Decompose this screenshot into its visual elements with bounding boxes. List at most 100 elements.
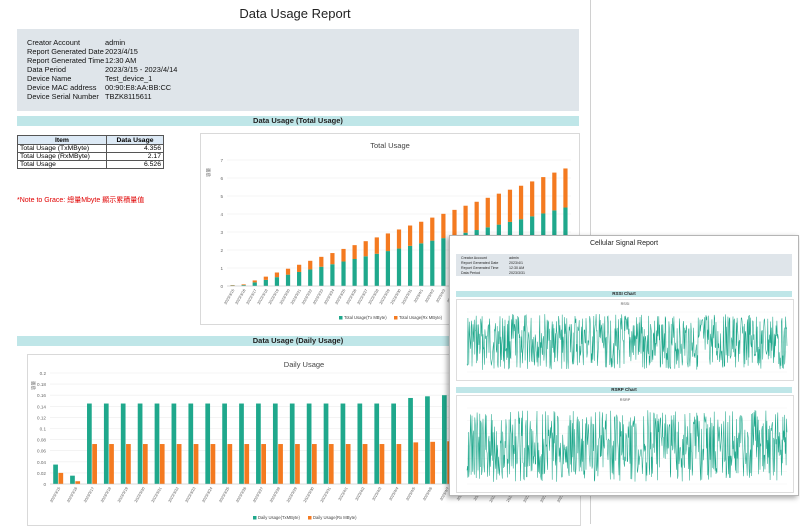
table-cell-value: 4.356 <box>107 145 164 153</box>
bar-rx <box>312 444 317 484</box>
column-header-item: Item <box>18 136 107 145</box>
x-tick-label: 2023/3/29 <box>379 289 391 306</box>
bar-rx <box>508 190 512 222</box>
bar-rx <box>452 210 456 236</box>
y-tick-label: 0.16 <box>37 393 46 398</box>
bar-tx <box>341 404 346 484</box>
x-tick-label: 2023/4/2 <box>424 289 435 304</box>
bar-tx <box>419 243 423 286</box>
y-tick-label: 0.18 <box>37 382 46 387</box>
bar-rx <box>278 444 283 484</box>
x-tick-label: 2023/3/19 <box>268 289 280 306</box>
x-tick-label: 2023/4/5 <box>405 487 416 502</box>
x-tick-label: 2023/3/21 <box>290 289 302 306</box>
bar-tx <box>239 404 244 484</box>
bar-rx <box>75 481 80 484</box>
y-tick-label: 0.06 <box>37 449 46 454</box>
bar-rx <box>92 444 97 484</box>
x-tick-label: 2023/4/1 <box>413 289 424 304</box>
x-tick-label: 2023/3/20 <box>279 289 291 306</box>
bar-rx <box>430 218 434 241</box>
bar-rx <box>194 444 199 484</box>
bar-tx <box>391 404 396 484</box>
y-tick-label: 0.14 <box>37 404 46 409</box>
table-header-row: Item Data Usage <box>18 136 164 145</box>
x-tick-label: 2023/3/22 <box>168 487 180 504</box>
table-cell-item: Total Usage (TxMByte) <box>18 145 107 153</box>
bar-tx <box>286 275 290 286</box>
bar-rx <box>286 269 290 275</box>
bar-rx <box>126 444 131 484</box>
bar-tx <box>341 262 345 286</box>
bar-rx <box>563 168 567 207</box>
table-row: Total Usage (RxMByte) 2.17 <box>18 153 164 161</box>
table-cell-item: Total Usage <box>18 161 107 169</box>
rsrp-chart-svg <box>457 396 791 490</box>
bar-tx <box>172 404 177 484</box>
y-tick-label: 0.12 <box>37 415 46 420</box>
y-tick-label: 7 <box>220 158 223 163</box>
table-cell-item: Total Usage (RxMByte) <box>18 153 107 161</box>
bar-rx <box>441 214 445 238</box>
bar-tx <box>324 404 329 484</box>
legend-label-rx: Total Usage(Rx MByte) <box>399 315 443 320</box>
bar-rx <box>297 265 301 272</box>
bar-tx <box>386 251 390 286</box>
x-tick-label: 2023/3/28 <box>368 289 380 306</box>
y-tick-label: 6 <box>220 176 223 181</box>
bar-tx <box>297 272 301 286</box>
bar-rx <box>109 444 114 484</box>
x-tick-label: 2023/3/15 <box>49 487 61 504</box>
y-tick-label: 1 <box>220 266 223 271</box>
legend-swatch-tx <box>339 316 343 320</box>
bar-tx <box>222 404 227 484</box>
bar-rx <box>341 249 345 262</box>
bar-tx <box>364 256 368 286</box>
x-tick-label: 2023/3/17 <box>246 289 258 306</box>
x-tick-label: 2023/4/3 <box>372 487 383 502</box>
table-row: Total Usage (TxMByte) 4.356 <box>18 145 164 153</box>
bar-rx <box>463 206 467 233</box>
bar-rx <box>475 202 479 230</box>
bar-rx <box>397 229 401 248</box>
y-tick-label: 0 <box>220 284 223 289</box>
bar-rx <box>264 277 268 280</box>
bar-tx <box>53 465 58 484</box>
bar-rx <box>330 253 334 264</box>
table-cell-value: 6.526 <box>107 161 164 169</box>
x-tick-label: 2023/3/24 <box>323 289 335 306</box>
bar-rx <box>261 444 266 484</box>
bar-tx <box>442 395 447 484</box>
x-tick-label: 2023/3/28 <box>269 487 281 504</box>
rssi-chart: RSSI <box>456 299 794 381</box>
bar-tx <box>138 404 143 484</box>
x-tick-label: 2023/4/4 <box>389 487 400 502</box>
x-tick-label: 2023/3/27 <box>357 289 369 306</box>
bar-tx <box>319 267 323 286</box>
bar-rx <box>430 442 435 484</box>
y-tick-label: 2 <box>220 248 223 253</box>
bar-rx <box>295 444 300 484</box>
x-tick-label: 2023/3/22 <box>301 289 313 306</box>
y-tick-label: 0 <box>43 482 46 487</box>
y-tick-label: 5 <box>220 194 223 199</box>
bar-tx <box>70 476 75 484</box>
bar-rx <box>308 261 312 270</box>
x-tick-label: 2023/3/30 <box>390 289 402 306</box>
bar-tx <box>273 404 278 484</box>
rsrp-chart-title: RSRP <box>457 398 793 402</box>
legend-swatch-tx <box>253 516 257 520</box>
bar-tx <box>205 404 210 484</box>
report-title: Data Usage Report <box>0 6 590 21</box>
table-cell-value: 2.17 <box>107 153 164 161</box>
bar-rx <box>143 444 148 484</box>
bar-rx <box>408 226 412 246</box>
x-tick-label: 2023/4/6 <box>422 487 433 502</box>
